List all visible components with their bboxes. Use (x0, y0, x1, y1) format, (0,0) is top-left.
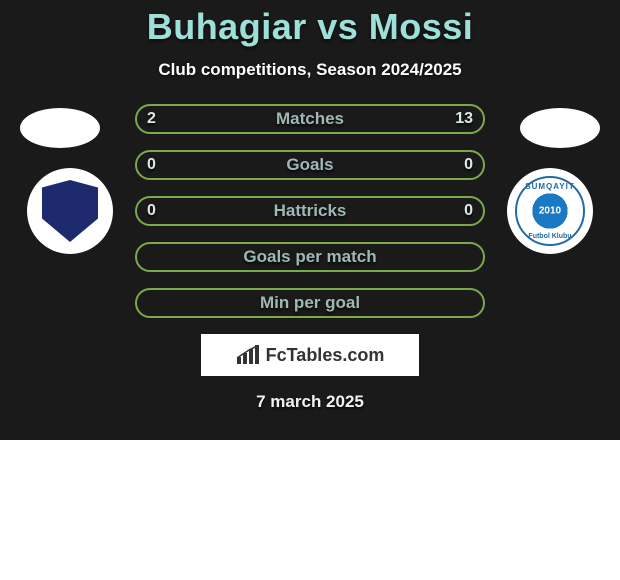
bar-chart-icon (236, 345, 260, 365)
page-title: Buhagiar vs Mossi (0, 6, 620, 48)
comparison-card: Buhagiar vs Mossi Club competitions, Sea… (0, 0, 620, 440)
brand-box[interactable]: FcTables.com (201, 334, 419, 376)
stat-value-right: 0 (464, 202, 473, 220)
club-badge-left: ★ ★ ★ (27, 168, 113, 254)
stat-row-hattricks: 0 Hattricks 0 (135, 196, 485, 226)
stat-label: Goals per match (243, 247, 376, 267)
subtitle: Club competitions, Season 2024/2025 (0, 60, 620, 80)
player-avatar-left (20, 108, 100, 148)
stat-row-goals: 0 Goals 0 (135, 150, 485, 180)
club-badge-right: SUMQAYIT 2010 Futbol Klubu (507, 168, 593, 254)
club-ring-top: SUMQAYIT (517, 182, 583, 191)
brand-text: FcTables.com (266, 345, 385, 366)
stat-rows: 2 Matches 13 0 Goals 0 0 Hattricks 0 Goa… (135, 104, 485, 318)
circle-badge-icon: SUMQAYIT 2010 Futbol Klubu (515, 176, 585, 246)
stat-value-left: 2 (147, 110, 156, 128)
stat-label: Min per goal (260, 293, 360, 313)
shield-icon (42, 180, 98, 242)
stat-value-right: 13 (455, 110, 473, 128)
stat-label: Matches (276, 109, 344, 129)
stat-label: Hattricks (274, 201, 347, 221)
stats-area: ★ ★ ★ SUMQAYIT 2010 Futbol Klubu 2 Match… (0, 104, 620, 412)
stat-row-goals-per-match: Goals per match (135, 242, 485, 272)
date-text: 7 march 2025 (0, 392, 620, 412)
stat-value-left: 0 (147, 156, 156, 174)
stat-row-matches: 2 Matches 13 (135, 104, 485, 134)
club-center-year: 2010 (539, 206, 561, 217)
player-avatar-right (520, 108, 600, 148)
stat-row-min-per-goal: Min per goal (135, 288, 485, 318)
club-ring-bottom: Futbol Klubu (517, 233, 583, 240)
stat-value-right: 0 (464, 156, 473, 174)
stat-label: Goals (286, 155, 333, 175)
stat-value-left: 0 (147, 202, 156, 220)
